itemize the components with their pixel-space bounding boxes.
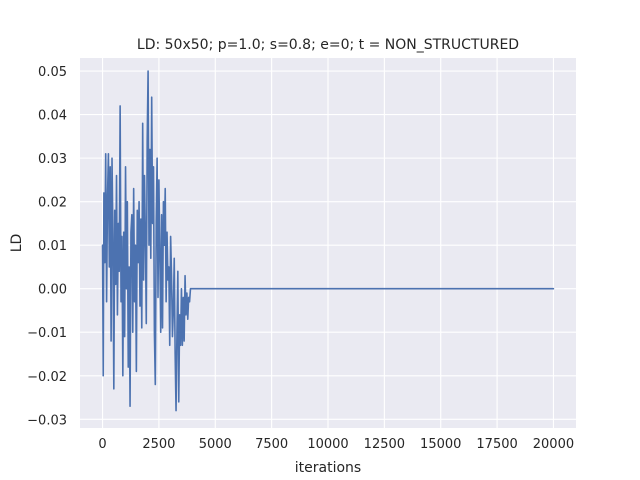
- y-tick-label: 0.05: [38, 65, 67, 80]
- y-tick-label: −0.02: [27, 370, 67, 385]
- x-tick-label: 0: [98, 437, 106, 452]
- x-axis-label: iterations: [295, 460, 361, 476]
- y-tick-label: 0.01: [38, 239, 67, 254]
- x-tick-label: 20000: [533, 437, 574, 452]
- x-tick-label: 10000: [307, 437, 348, 452]
- x-tick-labels: 0 2500 5000 7500 10000 12500 15000 17500 20000: [98, 437, 574, 452]
- y-axis-label: LD: [9, 234, 25, 253]
- series-layer: [101, 70, 555, 412]
- series-line: [101, 70, 555, 412]
- x-tick-label: 5000: [199, 437, 232, 452]
- y-tick-label: −0.01: [27, 326, 67, 341]
- y-tick-label: 0.00: [38, 283, 67, 298]
- y-tick-label: 0.04: [38, 109, 67, 124]
- y-tick-label: 0.02: [38, 196, 67, 211]
- x-tick-label: 7500: [255, 437, 288, 452]
- x-tick-label: 12500: [364, 437, 405, 452]
- y-tick-label: 0.03: [38, 152, 67, 167]
- x-tick-label: 15000: [420, 437, 461, 452]
- x-tick-label: 17500: [476, 437, 517, 452]
- chart-title: LD: 50x50; p=1.0; s=0.8; e=0; t = NON_ST…: [137, 37, 519, 53]
- grid: [80, 58, 576, 428]
- x-tick-label: 2500: [142, 437, 175, 452]
- y-tick-label: −0.03: [27, 413, 67, 428]
- y-tick-labels: −0.03 −0.02 −0.01 0.00 0.01 0.02 0.03 0.04 0.05: [27, 65, 67, 428]
